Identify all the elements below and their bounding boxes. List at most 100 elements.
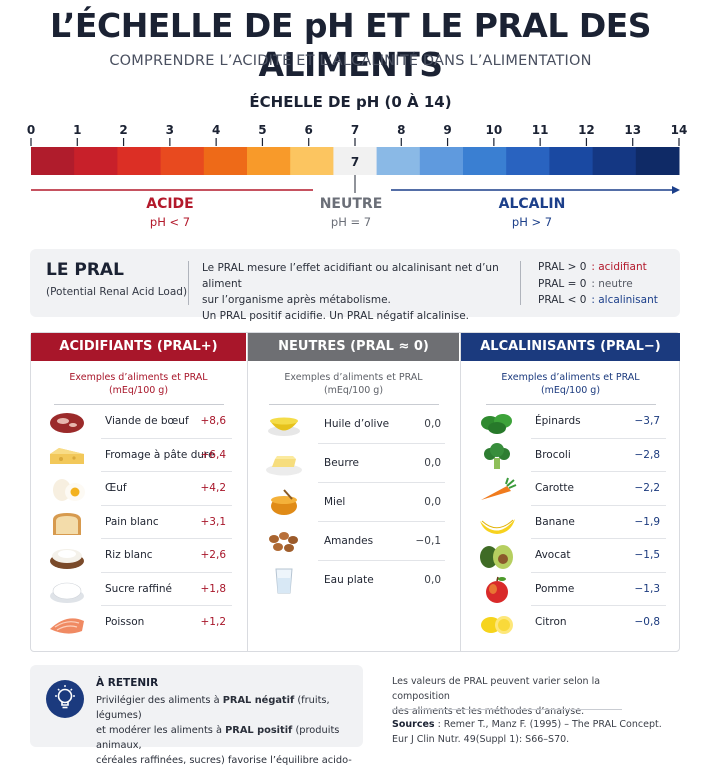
honey-icon	[262, 488, 306, 516]
ph-segment	[333, 147, 378, 175]
divider	[318, 443, 445, 444]
panel-caption: Exemples d’aliments et PRAL (mEq/100 g)	[248, 371, 459, 405]
ph-segment	[247, 147, 291, 175]
food-row: Amandes −0,1	[248, 522, 459, 561]
ph-segment	[117, 147, 162, 175]
pral-value: +1,2	[200, 616, 227, 628]
food-row: Riz blanc +2,6	[31, 539, 246, 573]
lightbulb-icon	[46, 680, 84, 718]
divider	[531, 437, 666, 439]
ph-segment	[635, 147, 680, 175]
key-takeaway-text: Privilégier des aliments à PRAL négatif …	[96, 693, 358, 768]
food-label: Huile d’olive	[324, 418, 390, 430]
ph-tick-label: 0	[27, 123, 35, 137]
page-subtitle: COMPRENDRE L’ACIDITÉ ET L’ALCALINITÉ DAN…	[109, 53, 592, 69]
ph-tick-label: 4	[212, 123, 220, 137]
sources-label: Sources	[392, 719, 435, 730]
pral-legend-row: PRAL = 0 : neutre	[538, 276, 658, 293]
ph-segment	[290, 147, 334, 175]
zone-alkaline: ALCALIN pH > 7	[472, 196, 592, 229]
panel-caption-line: (mEq/100 g)	[540, 385, 601, 396]
food-row: Pomme −1,3	[461, 573, 680, 606]
panel-neutres: NEUTRES (PRAL ≈ 0) Exemples d’aliments e…	[247, 333, 459, 651]
divider	[101, 437, 232, 439]
divider	[318, 521, 445, 522]
carrot-icon	[475, 475, 519, 503]
divider	[101, 571, 232, 573]
salmon-icon	[45, 609, 89, 637]
pral-value: 0,0	[424, 418, 441, 430]
divider	[101, 471, 232, 472]
ph-segment	[506, 147, 550, 175]
pral-value: +8,6	[200, 415, 227, 427]
panel-caption: Exemples d’aliments et PRAL (mEq/100 g)	[31, 371, 246, 405]
pral-legend-row: PRAL > 0 : acidifiant	[538, 259, 658, 276]
pral-description-line: Le PRAL mesure l’effet acidifiant ou alc…	[202, 262, 499, 290]
ph-segment	[463, 147, 507, 175]
pral-legend-row: PRAL < 0 : alcalinisant	[538, 292, 658, 309]
food-label: Épinards	[535, 415, 581, 427]
divider	[531, 571, 666, 573]
ph-tick-label: 10	[486, 123, 503, 137]
pral-legend-key: PRAL = 0	[538, 277, 587, 290]
rice-icon	[45, 542, 89, 570]
ph-segment	[549, 147, 594, 175]
divider	[101, 504, 232, 506]
food-row: Fromage à pâte dure +6,4	[31, 439, 246, 472]
olive-oil-icon	[262, 410, 306, 438]
zone-alkaline-sub: pH > 7	[511, 215, 553, 229]
text-fragment: (produits animaux,	[96, 725, 340, 751]
bread-icon	[45, 509, 89, 537]
pral-description-line: Un PRAL positif acidifie. Un PRAL négati…	[202, 310, 470, 322]
food-label: Fromage à pâte dure	[105, 448, 215, 461]
food-label: Eau plate	[324, 574, 374, 586]
food-label: Sucre raffiné	[105, 582, 172, 595]
pral-legend-value: : neutre	[591, 277, 633, 290]
panel-acidifiants-title: ACIDIFIANTS (PRAL+)	[31, 333, 246, 361]
panel-caption: Exemples d’aliments et PRAL (mEq/100 g)	[461, 371, 680, 405]
pral-description: Le PRAL mesure l’effet acidifiant ou alc…	[202, 260, 522, 324]
zone-acid-sub: pH < 7	[149, 215, 191, 229]
lemon-icon	[475, 609, 519, 637]
panel-acidifiants: ACIDIFIANTS (PRAL+) Exemples d’aliments …	[31, 333, 246, 651]
butter-icon	[262, 449, 306, 477]
key-takeaway-title: À RETENIR	[96, 677, 159, 689]
food-label: Pain blanc	[105, 515, 159, 528]
food-row: Épinards −3,7	[461, 405, 680, 439]
divider	[520, 261, 521, 305]
zone-neutral: NEUTRE pH = 7	[291, 196, 411, 229]
zone-neutral-sub: pH = 7	[330, 215, 372, 229]
food-label: Viande de bœuf	[105, 415, 189, 427]
text-emphasis: PRAL positif	[225, 725, 293, 736]
food-label: Riz blanc	[105, 549, 153, 561]
food-label: Banane	[535, 515, 575, 528]
food-label: Poisson	[105, 616, 145, 628]
pral-value: +3,1	[200, 515, 227, 528]
food-label: Avocat	[535, 549, 571, 561]
note-line: des aliments et les méthodes d’analyse.	[392, 706, 585, 717]
food-row: Pain blanc +3,1	[31, 506, 246, 539]
ph-tick-label: 1	[73, 123, 81, 137]
divider	[318, 482, 445, 483]
sources: Sources : Remer T., Manz F. (1995) – The…	[392, 717, 662, 747]
ph-segment	[419, 147, 464, 175]
ph-neutral-marker: 7	[351, 155, 359, 169]
almonds-icon	[262, 527, 306, 555]
pral-value: −0,8	[634, 616, 661, 628]
ph-tick-label: 3	[166, 123, 174, 137]
zone-neutral-label: NEUTRE	[319, 196, 383, 212]
food-label: Amandes	[324, 535, 374, 547]
variation-note: Les valeurs de PRAL peuvent varier selon…	[392, 674, 632, 719]
ph-tick-label: 12	[578, 123, 595, 137]
pral-legend: PRAL > 0 : acidifiant PRAL = 0 : neutre …	[538, 259, 658, 309]
food-row: Sucre raffiné +1,8	[31, 573, 246, 606]
divider	[101, 605, 232, 606]
text-fragment: (fruits, légumes)	[96, 695, 330, 721]
divider	[188, 261, 189, 305]
pral-legend-key: PRAL > 0	[538, 261, 587, 273]
pral-value: −3,7	[634, 415, 661, 427]
text-fragment: Privilégier des aliments à	[96, 695, 223, 706]
panel-neutres-title: NEUTRES (PRAL ≈ 0)	[248, 333, 459, 361]
ph-segment	[31, 147, 75, 175]
pral-value: +1,8	[200, 582, 227, 595]
